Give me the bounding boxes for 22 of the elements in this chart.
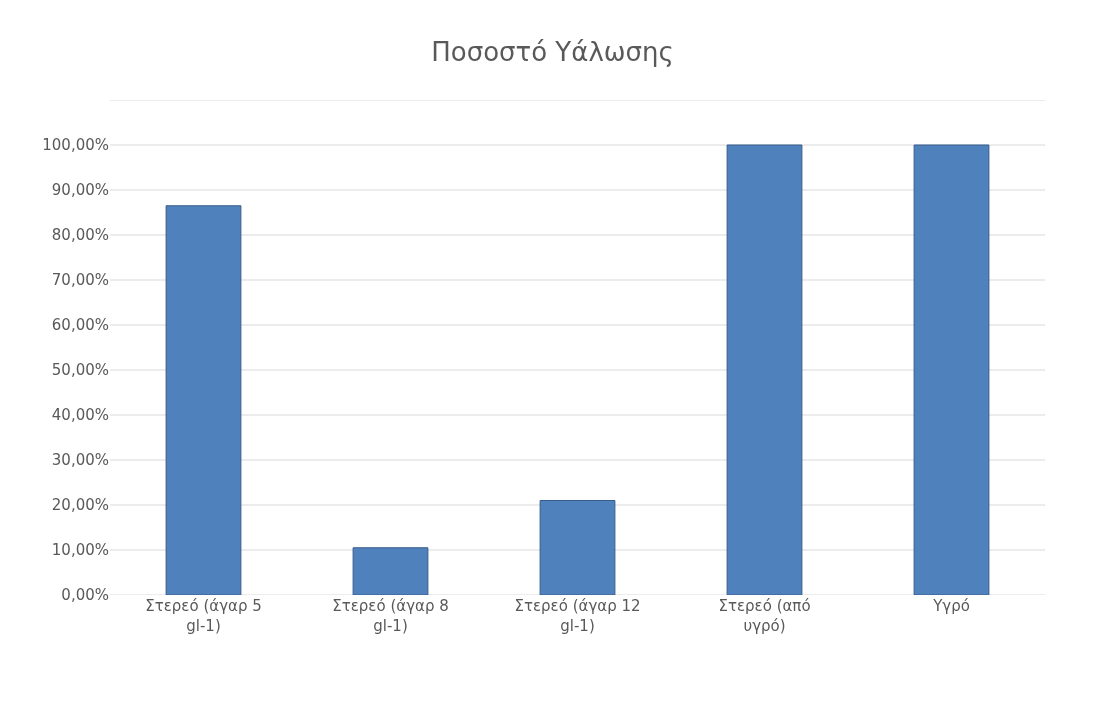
y-tick-label: 80,00% — [51, 226, 109, 245]
y-tick-label: 60,00% — [51, 316, 109, 335]
bar — [165, 205, 242, 595]
y-tick-label: 90,00% — [51, 181, 109, 200]
bar — [352, 547, 429, 595]
bar — [726, 144, 803, 595]
y-tick-label: 30,00% — [51, 451, 109, 470]
y-tick-label: 50,00% — [51, 361, 109, 380]
y-tick-label: 20,00% — [51, 496, 109, 515]
bar — [913, 144, 990, 595]
x-tick-label: Υγρό — [932, 597, 970, 615]
y-tick-label: 10,00% — [51, 541, 109, 560]
x-tick-label: Στερεό (άγαρ 5 gl-1) — [145, 597, 262, 635]
bar — [539, 500, 616, 595]
x-tick-label: Στερεό (άγαρ 12 gl-1) — [514, 597, 641, 635]
x-tick-label: Στερεό (άγαρ 8 gl-1) — [332, 597, 449, 635]
y-tick-label: 0,00% — [61, 586, 109, 605]
y-tick-label: 100,00% — [42, 136, 109, 155]
x-tick-label: Στερεό (από υγρό) — [718, 597, 811, 635]
y-tick-label: 70,00% — [51, 271, 109, 290]
y-tick-label: 40,00% — [51, 406, 109, 425]
chart-title: Ποσοστό Υάλωσης — [431, 37, 674, 68]
